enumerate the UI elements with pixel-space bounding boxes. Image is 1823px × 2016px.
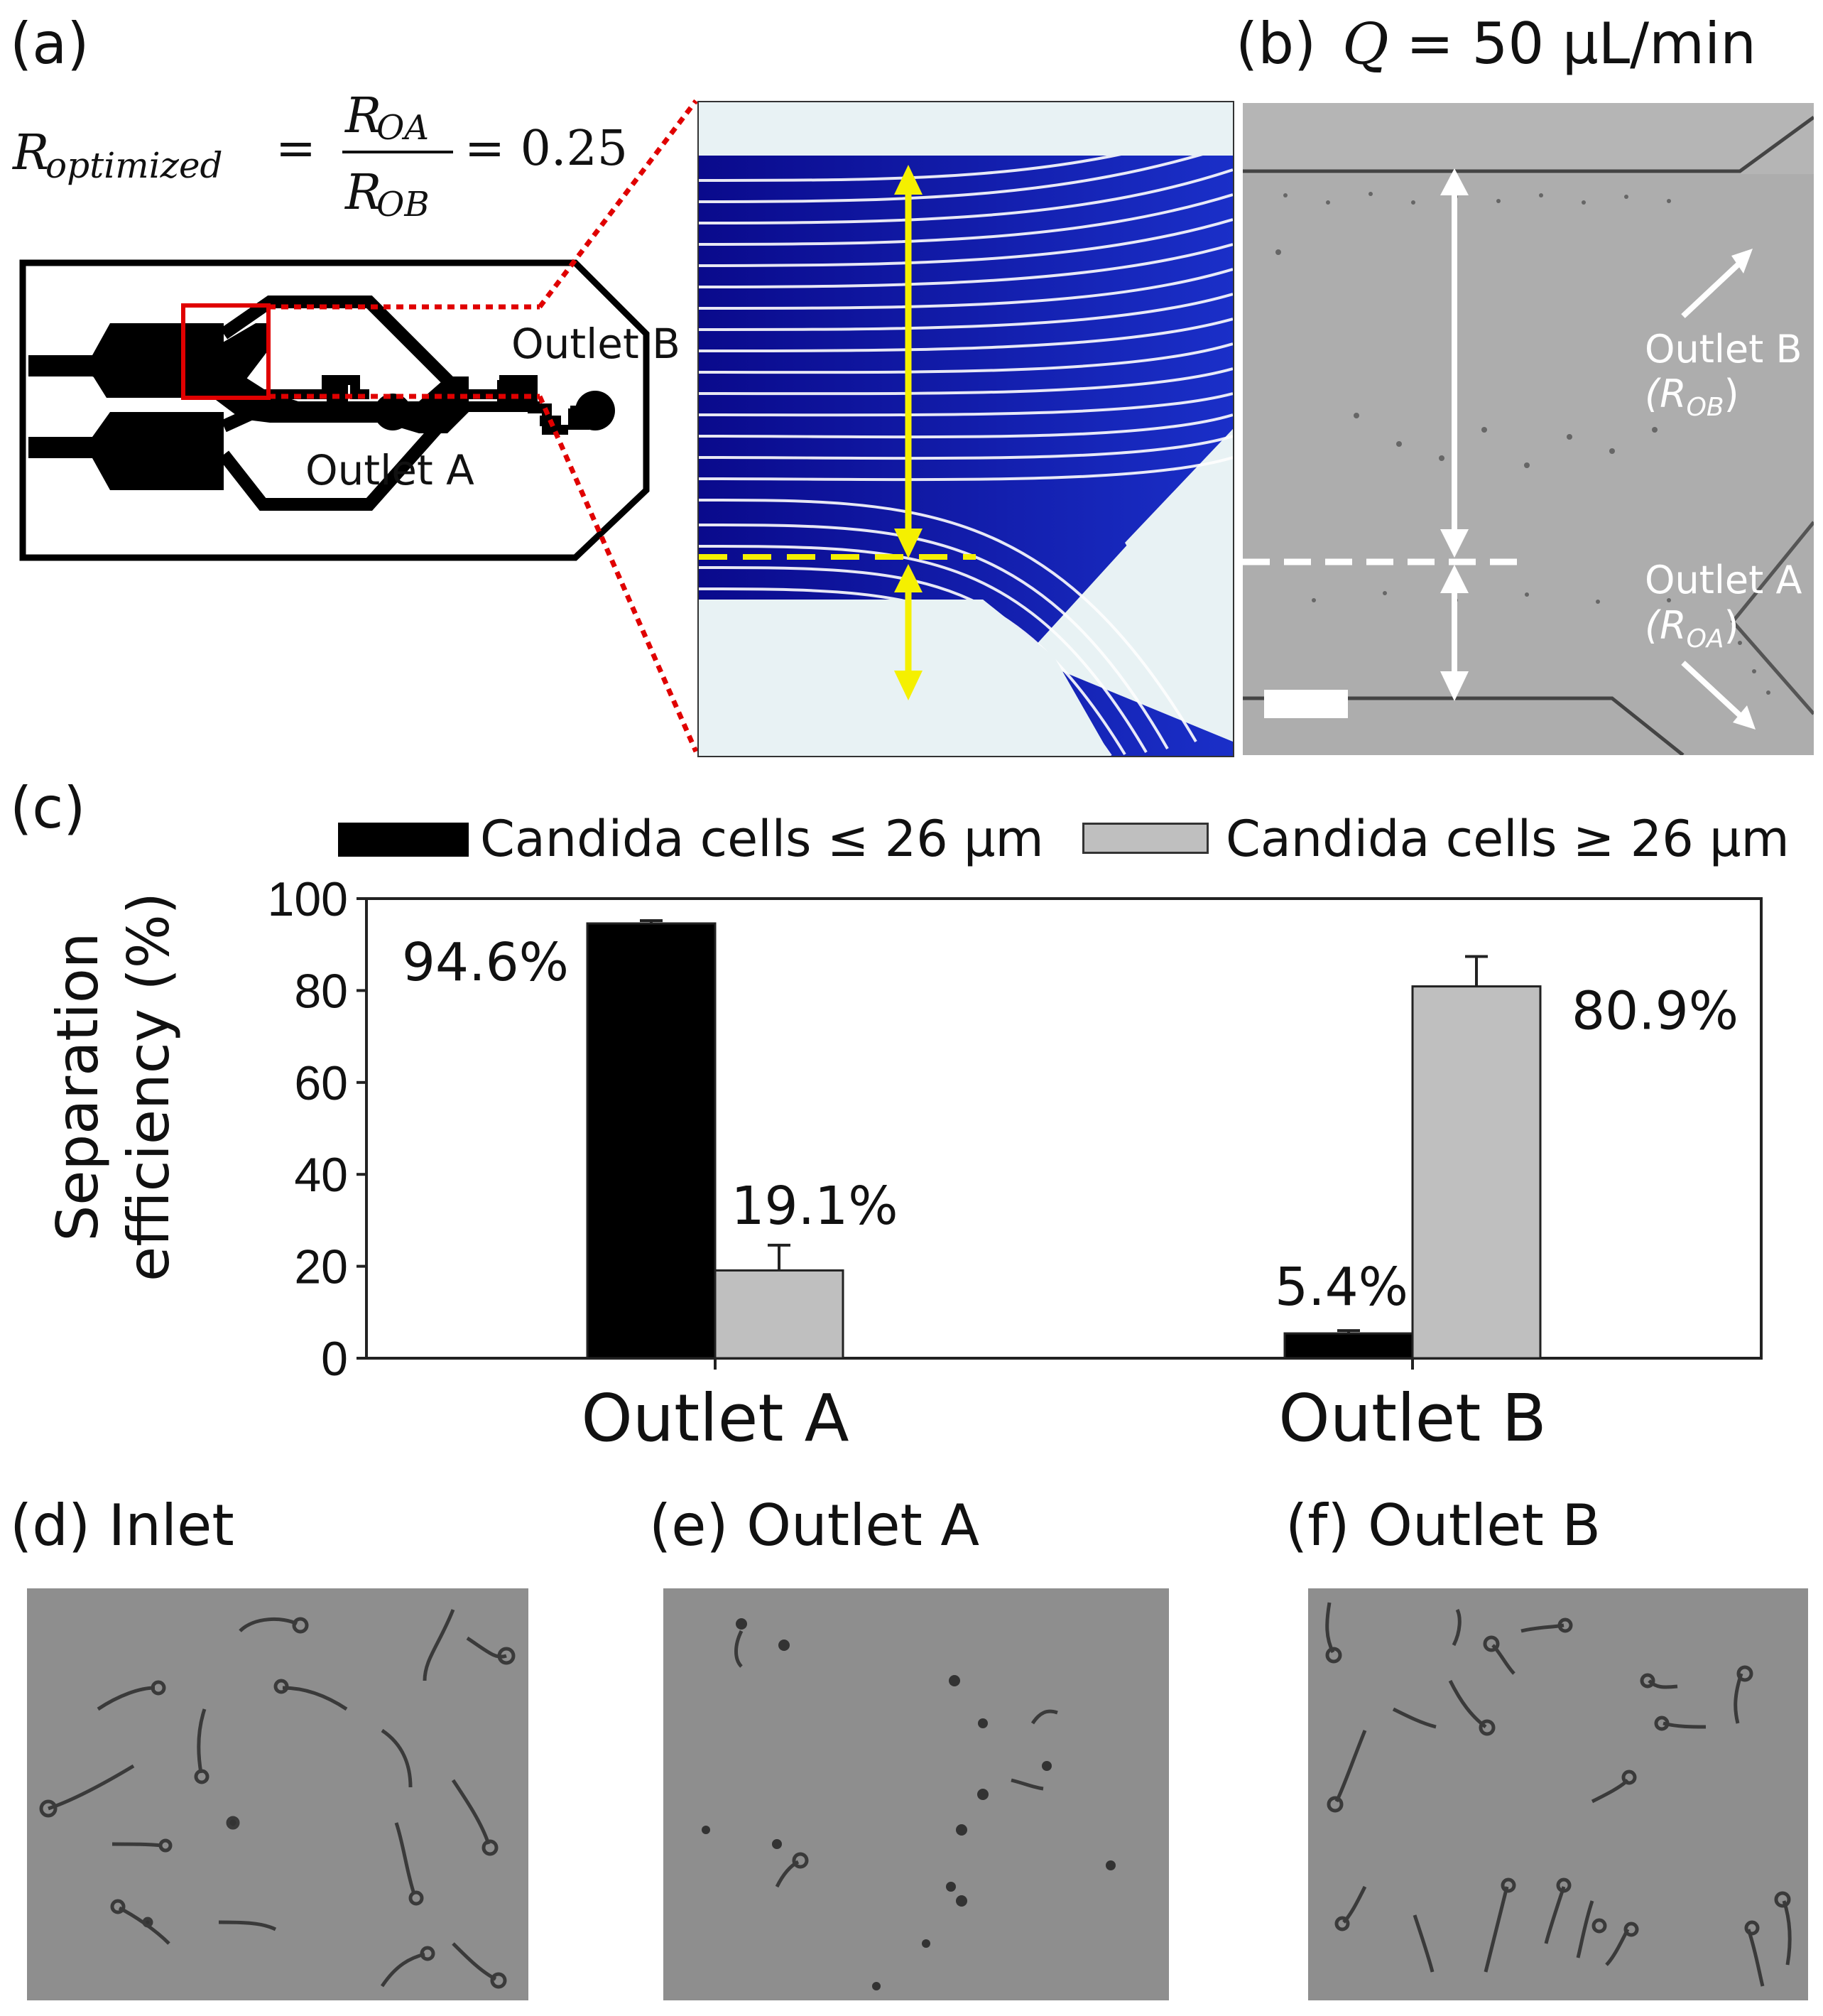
outlet-b-schematic-label: Outlet B [511,320,680,368]
outlet-b-resistance-sub: OB [1686,392,1724,422]
zoom-line-bottom-b [537,395,699,753]
bar-1-0 [714,1269,844,1360]
legend-swatch-large [1082,823,1209,854]
panel-b-label: (b) [1236,11,1317,77]
x-tick-label-0: Outlet A [581,1380,849,1456]
panel-d-label: (d) Inlet [10,1492,234,1559]
formula-value: = 0.25 [464,121,628,177]
plot-frame [365,897,1763,1360]
y-tick-label-60: 60 [294,1056,348,1110]
bar-1-1 [1411,985,1542,1360]
formula-denominator: R [345,165,382,221]
formula-lhs-sub: optimized [45,145,223,186]
legend-label-large: Candida cells ≥ 26 μm [1226,810,1790,868]
outlet-b-cells [1308,1588,1808,2000]
channel-network [28,296,615,511]
outlet-a-resistance-r: (R [1645,603,1687,648]
inlet-cells [27,1588,528,2000]
panel-a-label: (a) [10,11,89,77]
panel-f-label: (f) Outlet B [1285,1492,1601,1559]
outlet-a-image-label: Outlet A [1645,558,1802,602]
bar-0-0 [586,922,717,1360]
ratio-formula: R optimized = R OA R OB = 0.25 [13,84,638,226]
outlet-b-resistance-close: ) [1724,372,1739,416]
zoom-line-top-b [538,99,698,309]
formula-numerator: R [345,88,382,144]
flow-rate: = 50 μL/min [1406,11,1756,77]
zoom-region-box [181,303,271,400]
outlet-b-arrow [1681,261,1742,318]
fraction-bar [342,151,453,153]
data-label-0-0: 94.6% [402,932,569,993]
channel-image-svg [1243,103,1814,755]
legend-swatch-small [338,823,469,857]
streamline-simulation [697,101,1234,757]
x-tick-label-1: Outlet B [1278,1380,1546,1456]
bar-0-1 [1283,1332,1414,1360]
panel-e-label: (e) Outlet A [649,1492,980,1559]
outlet-a-micrograph [663,1588,1169,2000]
formula-denominator-sub: OB [376,185,430,224]
outlet-a-cells [663,1588,1169,2000]
microscope-channel-image: Outlet B (ROB) Outlet A (ROA) [1243,103,1814,755]
outlet-a-schematic-label: Outlet A [305,446,474,494]
scale-bar [1264,690,1348,718]
formula-numerator-sub: OA [376,108,430,148]
y-tick-label-100: 100 [268,872,348,926]
data-label-1-0: 19.1% [731,1176,898,1237]
outlet-b-resistance: (ROB) [1645,372,1739,422]
formula-lhs: R [13,125,50,181]
streamlines-svg [699,102,1233,756]
data-label-0-1: 5.4% [1275,1257,1408,1318]
outlet-a-resistance-sub: OA [1686,624,1724,654]
y-tick-label-20: 20 [294,1240,348,1294]
legend-label-small: Candida cells ≤ 26 μm [480,810,1044,868]
outlet-a-resistance-close: ) [1724,603,1739,648]
panel-c-label: (c) [10,775,86,841]
outlet-b-resistance-r: (R [1645,372,1687,416]
outlet-a-arrow [1681,661,1742,717]
y-tick-label-80: 80 [294,964,348,1018]
inlet-micrograph [27,1588,528,2000]
data-label-1-1: 80.9% [1572,981,1738,1042]
outlet-b-image-label: Outlet B [1645,327,1802,372]
flow-variable: Q [1342,11,1389,77]
legend: Candida cells ≤ 26 μm Candida cells ≥ 26… [338,810,1815,874]
outlet-b-micrograph [1308,1588,1808,2000]
outlet-a-resistance: (ROA) [1645,603,1739,654]
y-tick-label-0: 0 [321,1332,348,1386]
formula-equals: = [276,121,316,177]
y-tick-label-40: 40 [294,1148,348,1202]
